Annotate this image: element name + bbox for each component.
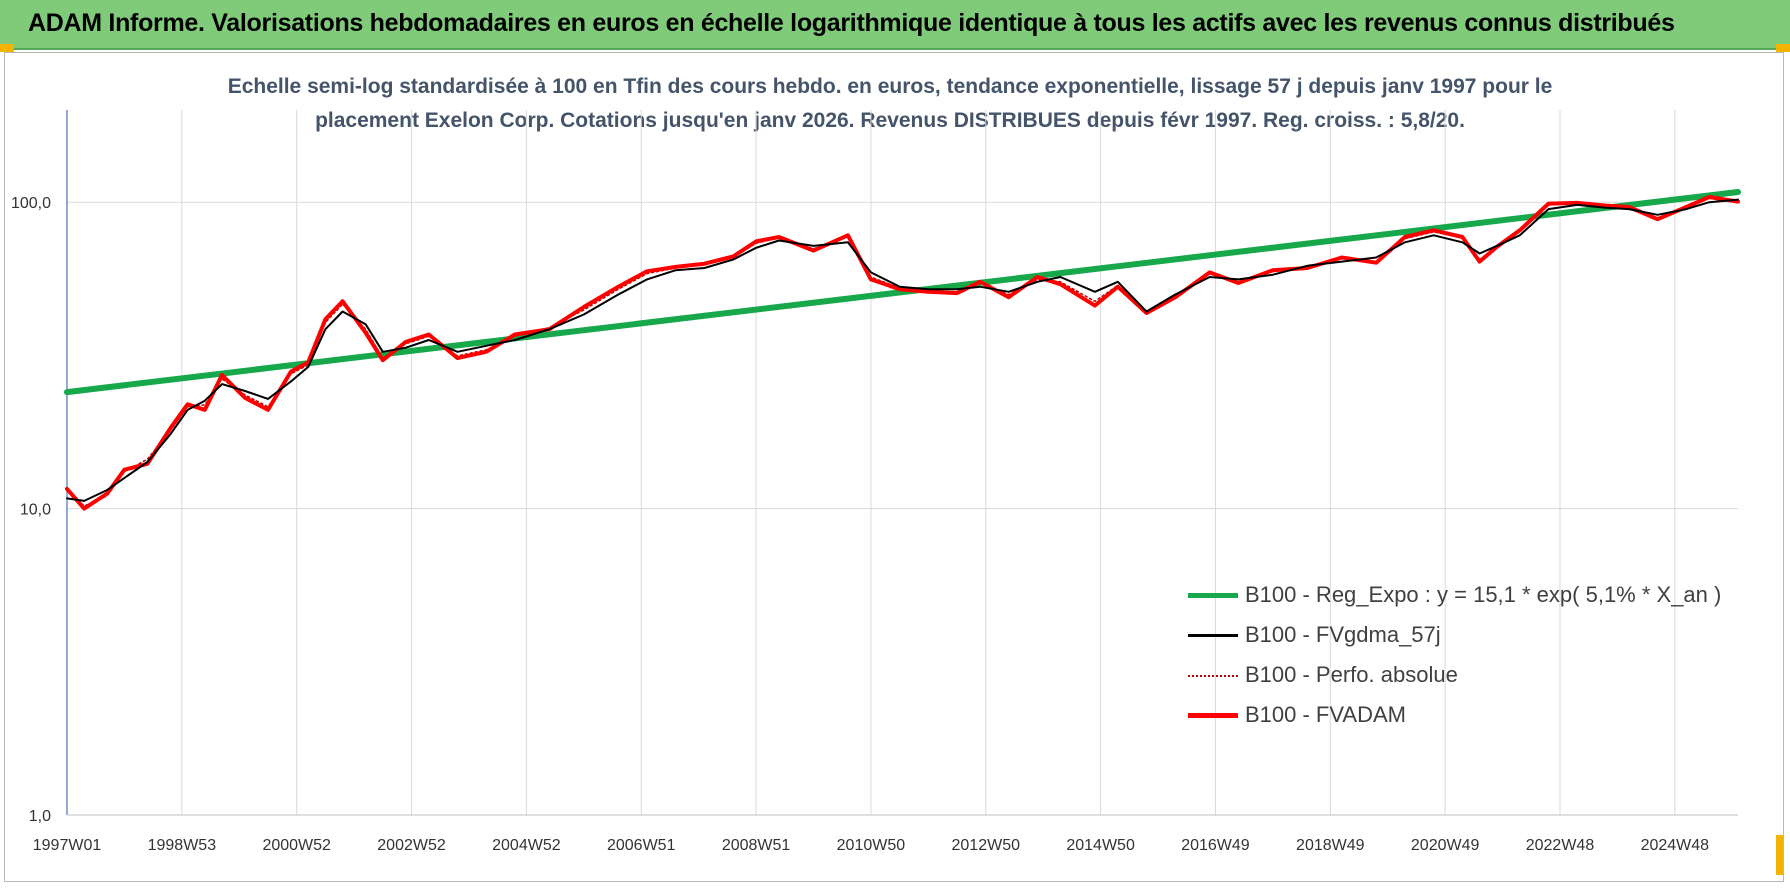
x-tick-label: 2014W50 xyxy=(1066,837,1135,854)
series-line-perfo xyxy=(66,197,1739,507)
y-tick-label: 1,0 xyxy=(29,808,51,825)
corner-accent-left xyxy=(0,44,14,52)
x-tick-label: 2004W52 xyxy=(492,837,561,854)
y-tick-label: 10,0 xyxy=(20,502,51,519)
x-tick-label: 2008W51 xyxy=(722,837,791,854)
chart-title-line-2: placement Exelon Corp. Cotations jusqu'e… xyxy=(315,109,1465,132)
x-tick-label: 2016W49 xyxy=(1181,837,1250,854)
legend-label-fvadam: B100 - FVADAM xyxy=(1245,702,1406,727)
legend-item-reg-expo: B100 - Reg_Expo : y = 15,1 * exp( 5,1% *… xyxy=(1188,582,1748,612)
y-tick-label: 100,0 xyxy=(11,195,51,212)
x-tick-label: 2006W51 xyxy=(607,837,676,854)
x-tick-label: 2002W52 xyxy=(377,837,446,854)
chart-frame xyxy=(4,52,1784,882)
x-tick-label: 2020W49 xyxy=(1411,837,1480,854)
x-tick-label: 1997W01 xyxy=(33,837,102,854)
x-tick-label: 2024W48 xyxy=(1641,837,1710,854)
banner-title: ADAM Informe. Valorisations hebdomadaire… xyxy=(28,9,1675,37)
legend-item-fvgdma: B100 - FVgdma_57j xyxy=(1188,622,1748,652)
x-tick-label: 2010W50 xyxy=(837,837,906,854)
x-tick-label: 2012W50 xyxy=(952,837,1021,854)
banner: ADAM Informe. Valorisations hebdomadaire… xyxy=(0,0,1790,50)
legend-swatch-reg-expo xyxy=(1188,593,1238,598)
legend-item-fvadam: B100 - FVADAM xyxy=(1188,702,1748,732)
chart-title-line-1: Echelle semi-log standardisée à 100 en T… xyxy=(227,75,1553,98)
corner-accent-right xyxy=(1776,44,1790,52)
series-line-reg xyxy=(64,189,1741,396)
x-tick-label: 2022W48 xyxy=(1526,837,1595,854)
legend-swatch-fvgdma xyxy=(1188,634,1238,637)
x-tick-label: 2018W49 xyxy=(1296,837,1365,854)
x-tick-label: 2000W52 xyxy=(262,837,331,854)
legend-label-reg-expo: B100 - Reg_Expo : y = 15,1 * exp( 5,1% *… xyxy=(1245,582,1722,607)
x-tick-label: 1998W53 xyxy=(148,837,217,854)
legend-swatch-perfo xyxy=(1188,675,1238,677)
series-line-smooth xyxy=(66,198,1739,502)
legend-label-fvgdma: B100 - FVgdma_57j xyxy=(1245,622,1441,647)
legend-label-perfo: B100 - Perfo. absolue xyxy=(1245,662,1458,687)
series-line-adam xyxy=(65,195,1740,511)
legend-item-perfo: B100 - Perfo. absolue xyxy=(1188,662,1748,692)
corner-accent-bottom-right xyxy=(1776,835,1784,875)
legend-swatch-fvadam xyxy=(1188,713,1238,718)
